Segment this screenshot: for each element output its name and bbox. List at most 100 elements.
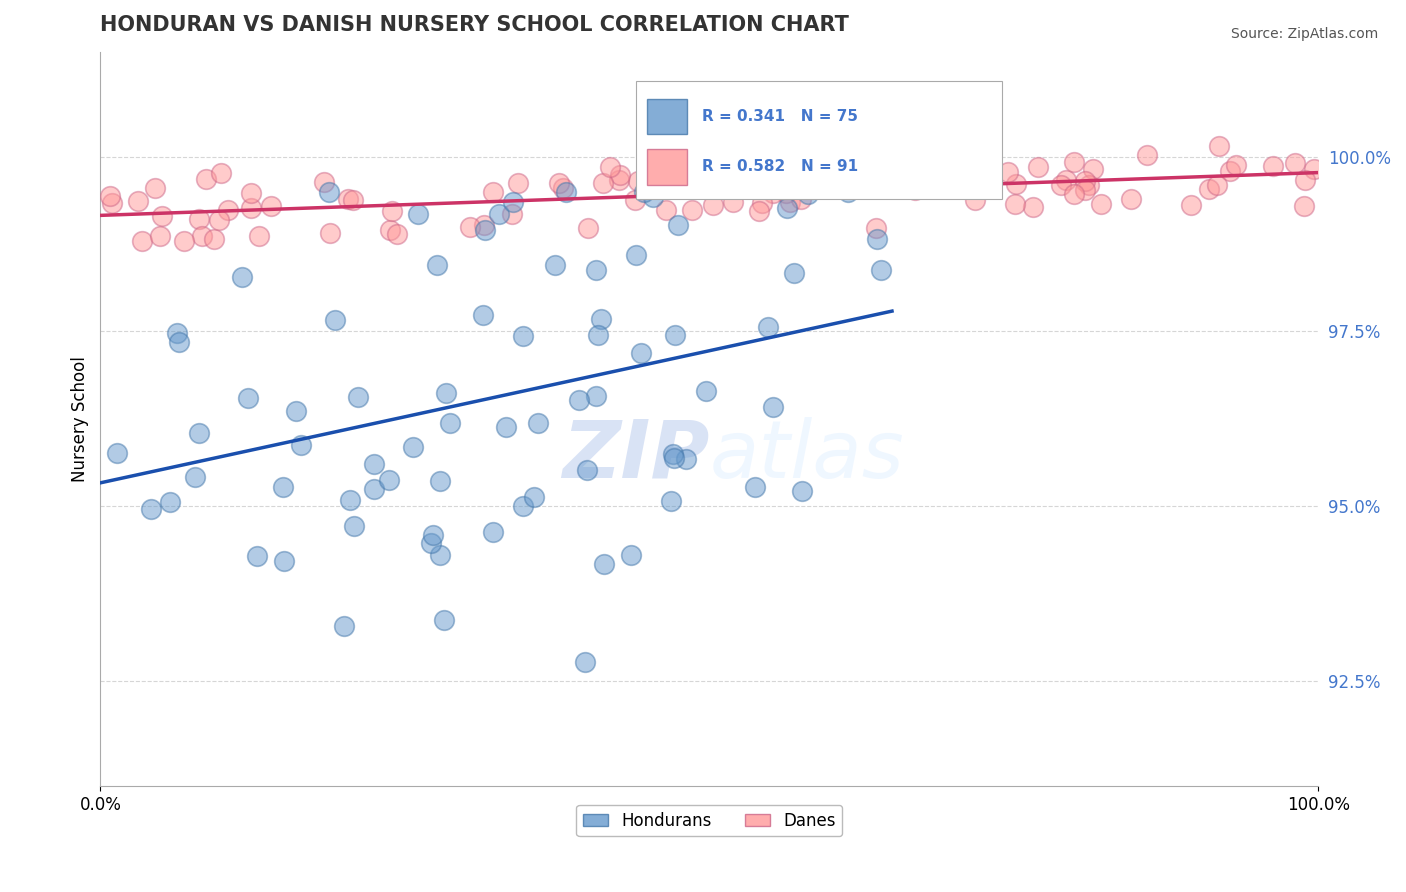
- Point: [1119, 192, 1142, 206]
- Point: [585, 262, 607, 277]
- Point: [363, 458, 385, 472]
- Point: [131, 234, 153, 248]
- Point: [997, 165, 1019, 179]
- Text: atlas: atlas: [709, 417, 904, 494]
- Point: [633, 185, 655, 199]
- Point: [865, 220, 887, 235]
- Point: [159, 494, 181, 508]
- Point: [380, 223, 402, 237]
- Point: [1294, 199, 1316, 213]
- Point: [312, 175, 335, 189]
- Point: [652, 178, 675, 192]
- Point: [285, 404, 308, 418]
- Point: [789, 178, 811, 193]
- Point: [472, 308, 495, 322]
- Point: [105, 446, 128, 460]
- Point: [152, 209, 174, 223]
- Point: [508, 176, 530, 190]
- Text: Source: ZipAtlas.com: Source: ZipAtlas.com: [1230, 27, 1378, 41]
- Point: [273, 554, 295, 568]
- Point: [886, 162, 908, 177]
- Point: [363, 482, 385, 496]
- Point: [800, 162, 823, 177]
- Point: [896, 177, 918, 191]
- Point: [169, 334, 191, 349]
- Point: [853, 165, 876, 179]
- Point: [1026, 160, 1049, 174]
- Point: [101, 196, 124, 211]
- Point: [627, 174, 650, 188]
- Y-axis label: Nursery School: Nursery School: [72, 356, 89, 482]
- Point: [762, 400, 785, 414]
- Point: [184, 470, 207, 484]
- Point: [837, 185, 859, 199]
- Point: [942, 116, 965, 130]
- Point: [512, 328, 534, 343]
- Point: [762, 186, 785, 200]
- Point: [406, 207, 429, 221]
- Point: [342, 194, 364, 208]
- Point: [209, 166, 232, 180]
- Point: [482, 185, 505, 199]
- Point: [231, 269, 253, 284]
- Point: [965, 194, 987, 208]
- Point: [432, 613, 454, 627]
- Text: HONDURAN VS DANISH NURSERY SCHOOL CORRELATION CHART: HONDURAN VS DANISH NURSERY SCHOOL CORREL…: [100, 15, 849, 35]
- Point: [191, 228, 214, 243]
- Point: [702, 197, 724, 211]
- Point: [797, 186, 820, 201]
- Point: [695, 384, 717, 399]
- Point: [620, 549, 643, 563]
- Point: [661, 165, 683, 179]
- Point: [790, 484, 813, 499]
- Point: [554, 185, 576, 199]
- Point: [339, 493, 361, 508]
- Legend: Hondurans, Danes: Hondurans, Danes: [576, 805, 842, 836]
- Point: [429, 475, 451, 489]
- Point: [668, 218, 690, 232]
- Point: [1073, 183, 1095, 197]
- Point: [502, 194, 524, 209]
- Point: [585, 389, 607, 403]
- Point: [426, 258, 449, 272]
- Point: [659, 494, 682, 508]
- Point: [1206, 178, 1229, 192]
- Point: [173, 234, 195, 248]
- Point: [319, 226, 342, 240]
- Point: [1078, 178, 1101, 193]
- Point: [419, 535, 441, 549]
- Point: [166, 326, 188, 340]
- Point: [779, 194, 801, 209]
- Point: [472, 218, 495, 232]
- Point: [723, 195, 745, 210]
- Point: [662, 451, 685, 466]
- Point: [1083, 161, 1105, 176]
- Point: [343, 519, 366, 533]
- Point: [588, 328, 610, 343]
- Point: [149, 229, 172, 244]
- Point: [1022, 200, 1045, 214]
- Point: [744, 480, 766, 494]
- Point: [502, 207, 524, 221]
- Point: [1198, 182, 1220, 196]
- Point: [799, 175, 821, 189]
- Point: [1054, 173, 1077, 187]
- Point: [429, 548, 451, 562]
- Point: [1136, 148, 1159, 162]
- Point: [748, 203, 770, 218]
- Point: [482, 524, 505, 539]
- Point: [318, 185, 340, 199]
- Point: [1090, 197, 1112, 211]
- Point: [474, 223, 496, 237]
- Point: [624, 248, 647, 262]
- Point: [866, 232, 889, 246]
- Point: [547, 177, 569, 191]
- Point: [624, 193, 647, 207]
- Point: [576, 221, 599, 235]
- Point: [332, 619, 354, 633]
- Point: [1284, 156, 1306, 170]
- Point: [439, 417, 461, 431]
- Point: [188, 425, 211, 440]
- Point: [675, 452, 697, 467]
- Point: [143, 181, 166, 195]
